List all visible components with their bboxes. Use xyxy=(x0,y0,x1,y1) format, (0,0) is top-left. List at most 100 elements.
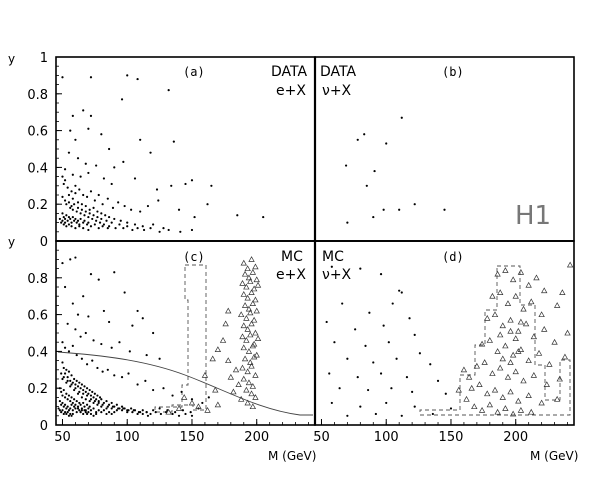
panel-c-triangle-point xyxy=(241,355,249,362)
panel-d-xtick-label: 100 xyxy=(374,430,399,445)
panel-a-dot-point xyxy=(60,221,63,224)
panel-c-dot-point xyxy=(87,315,90,318)
panel-d-label-2: ν+X xyxy=(322,267,352,283)
panel-a-dot-point xyxy=(82,221,85,224)
panel-c-dot-point xyxy=(82,401,85,405)
panel-c-dot-point xyxy=(139,411,142,414)
panel-c-dot-point xyxy=(62,366,65,370)
panel-c-dot-point xyxy=(174,411,177,414)
panel-d-triangle-point xyxy=(517,346,525,352)
panel-a-dot-point xyxy=(107,147,111,151)
panel-a-dot-point xyxy=(136,227,139,230)
panel-c-dashed-contour xyxy=(154,264,207,413)
panel-c-dot-point xyxy=(84,390,87,393)
panel-a-dot-point xyxy=(73,219,76,222)
panel-b-dot-point xyxy=(443,208,446,211)
panel-a-dot-point xyxy=(131,228,134,232)
panel-d-label-1: MC xyxy=(322,249,344,265)
panel-c-dot-point xyxy=(62,376,65,379)
panel-c-triangle-point xyxy=(245,379,253,386)
panel-a-dot-point xyxy=(133,223,137,226)
panel-c-dot-point xyxy=(60,403,63,406)
panel-a-dot-point xyxy=(71,215,74,219)
panel-c-dot-point xyxy=(71,344,74,347)
panel-d-triangle-point xyxy=(496,364,504,371)
panel-c-triangle-point xyxy=(253,307,260,314)
panel-c-dot-point xyxy=(96,394,99,397)
panel-d-dot-point xyxy=(418,352,421,355)
panel-d-triangle-point xyxy=(530,333,538,340)
panel-c-dot-point xyxy=(61,401,64,405)
panel-c-dot-point xyxy=(67,350,71,353)
panel-c-triangle-point xyxy=(252,394,259,400)
panel-d-dot-point xyxy=(391,302,394,305)
panel-c-triangle-point xyxy=(250,353,258,360)
panel-d-dot-point xyxy=(338,387,341,390)
panel-a-dot-point xyxy=(71,173,74,176)
panel-c-dot-point xyxy=(76,385,80,388)
panel-c-triangle-point xyxy=(249,403,257,410)
panel-b-dot-point xyxy=(385,142,388,145)
panel-d-dot-point xyxy=(405,376,409,379)
panel-d-triangle-point xyxy=(478,406,486,413)
panel-d-triangle-point xyxy=(499,355,506,362)
panel-d-triangle-point xyxy=(515,348,522,354)
panel-a-dot-point xyxy=(106,227,109,230)
panel-c-dot-point xyxy=(71,412,74,416)
panel-c-dot-point xyxy=(61,261,64,265)
panel-c-triangle-point xyxy=(235,381,242,387)
panel-a-dot-point xyxy=(79,212,82,215)
panel-c-dot-point xyxy=(110,407,113,410)
panel-d-dot-point xyxy=(400,414,403,417)
panel-d-dot-point xyxy=(328,372,331,375)
panel-c-triangle-point xyxy=(195,403,202,410)
panel-a-dot-point xyxy=(113,166,116,169)
panel-c-dot-point xyxy=(123,291,126,294)
panel-c-dot-point xyxy=(78,390,81,393)
axis-ticks: 0 0.2 0.4 0.6 0.8 1 0 0.2 0.4 0.6 0.8 50 100 150 200 50… xyxy=(27,51,568,445)
panel-c-dot-point xyxy=(118,341,121,344)
panel-c-dot-point xyxy=(57,407,60,410)
panel-c-dot-point xyxy=(71,381,74,384)
panel-c-triangle-point xyxy=(225,357,232,364)
panel-c-xtick-label: 150 xyxy=(180,430,205,445)
panel-a-ytick-label: 0.2 xyxy=(27,198,48,213)
panel-c-dot-point xyxy=(58,409,61,412)
panel-a-dot-point xyxy=(69,217,72,221)
panel-a-dot-point xyxy=(67,193,71,197)
panel-d-dot-point xyxy=(341,302,344,305)
panel-d-triangle-point xyxy=(553,395,561,402)
panel-a-dot-point xyxy=(67,151,71,154)
panel-d-triangle-point xyxy=(507,327,514,334)
panel-a-dot-point xyxy=(206,203,209,206)
panel-a-dot-point xyxy=(70,204,73,208)
panel-b-label-1: DATA xyxy=(320,64,356,80)
panel-a-dot-point xyxy=(179,230,182,233)
panel-d-dot-point xyxy=(395,357,398,360)
panel-a-dot-point xyxy=(172,140,175,143)
panel-b-dot-point xyxy=(346,221,349,224)
panel-c-triangle-point xyxy=(247,331,254,338)
panel-a-dot-point xyxy=(76,206,80,209)
panel-c-dot-point xyxy=(80,407,83,410)
panel-a-dot-point xyxy=(74,217,77,221)
panel-c-triangle-point xyxy=(244,325,251,332)
panel-d-triangle-point xyxy=(499,394,506,400)
panel-c-dot-point xyxy=(85,412,89,416)
panel-c-dot-point xyxy=(92,401,95,405)
panel-d-dot-point xyxy=(379,273,383,276)
panel-d-dot-point xyxy=(398,289,401,292)
panel-d-dot-point xyxy=(330,401,333,405)
panel-c-dot-point xyxy=(115,409,118,412)
panel-a-dot-point xyxy=(62,182,65,186)
panel-d-triangle-point xyxy=(559,289,566,295)
panel-a-dot-point xyxy=(111,206,115,209)
panel-c-dot-point xyxy=(63,372,67,375)
panel-a-dot-point xyxy=(101,203,104,206)
panel-c-triangle-point xyxy=(165,408,172,415)
panel-d-triangle-point xyxy=(525,357,532,364)
panel-c-dot-point xyxy=(98,396,102,399)
panel-c-dot-point xyxy=(76,407,80,410)
panel-c-dot-point xyxy=(73,377,76,381)
